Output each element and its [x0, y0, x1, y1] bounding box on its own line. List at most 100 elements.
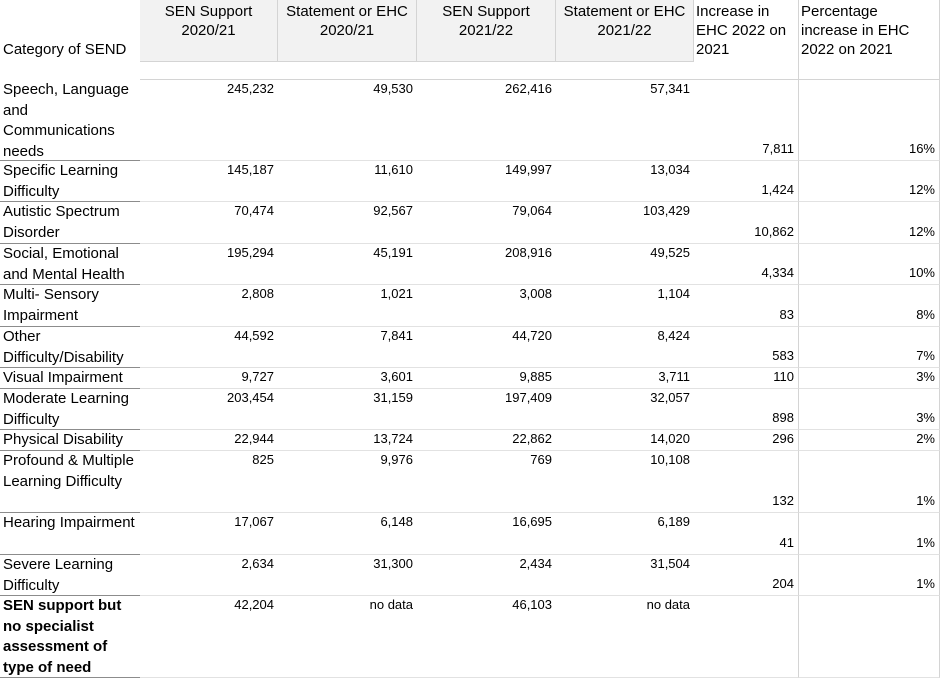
increase-cell: 204 — [694, 555, 799, 596]
category-cell: Profound & Multiple Learning Difficulty — [0, 451, 140, 513]
value-cell: 49,525 — [556, 244, 694, 285]
value-cell: 70,474 — [140, 202, 278, 244]
value-cell: 1,021 — [278, 285, 417, 327]
value-cell: 3,601 — [278, 368, 417, 389]
value-cell: 3,711 — [556, 368, 694, 389]
value-cell: 8,424 — [556, 327, 694, 368]
header-cell: Statement or EHC 2021/22 — [556, 0, 694, 62]
percent-cell: 1% — [799, 513, 940, 555]
percent-cell: 16% — [799, 80, 940, 161]
increase-cell: 110 — [694, 368, 799, 389]
value-cell: 13,034 — [556, 161, 694, 202]
value-cell: 10,108 — [556, 451, 694, 513]
category-cell: Social, Emotional and Mental Health — [0, 244, 140, 285]
increase-cell: 583 — [694, 327, 799, 368]
value-cell: 825 — [140, 451, 278, 513]
increase-cell — [694, 596, 799, 678]
percent-cell: 12% — [799, 202, 940, 244]
header-cell: SEN Support 2020/21 — [140, 0, 278, 62]
value-cell: 9,727 — [140, 368, 278, 389]
value-cell: 44,592 — [140, 327, 278, 368]
value-cell: 262,416 — [417, 80, 556, 161]
increase-cell: 1,424 — [694, 161, 799, 202]
spacer-cell — [140, 62, 278, 80]
value-cell: 57,341 — [556, 80, 694, 161]
percent-cell: 12% — [799, 161, 940, 202]
value-cell: 245,232 — [140, 80, 278, 161]
category-cell: Visual Impairment — [0, 368, 140, 389]
value-cell: 103,429 — [556, 202, 694, 244]
percent-cell — [799, 596, 940, 678]
percent-cell: 3% — [799, 368, 940, 389]
increase-cell: 7,811 — [694, 80, 799, 161]
value-cell: 79,064 — [417, 202, 556, 244]
spacer-cell — [278, 62, 417, 80]
header-cell: Statement or EHC 2020/21 — [278, 0, 417, 62]
value-cell: 6,189 — [556, 513, 694, 555]
value-cell: 208,916 — [417, 244, 556, 285]
value-cell: 769 — [417, 451, 556, 513]
value-cell: no data — [556, 596, 694, 678]
value-cell: 31,159 — [278, 389, 417, 430]
value-cell: 44,720 — [417, 327, 556, 368]
percent-cell: 1% — [799, 555, 940, 596]
header-cell: Increase in EHC 2022 on 2021 — [694, 0, 799, 62]
percent-cell: 2% — [799, 430, 940, 451]
increase-cell: 898 — [694, 389, 799, 430]
header-cell: SEN Support 2021/22 — [417, 0, 556, 62]
header-cell: Percentage increase in EHC 2022 on 2021 — [799, 0, 940, 62]
value-cell: 2,808 — [140, 285, 278, 327]
value-cell: 31,504 — [556, 555, 694, 596]
value-cell: 49,530 — [278, 80, 417, 161]
value-cell: 32,057 — [556, 389, 694, 430]
value-cell: 3,008 — [417, 285, 556, 327]
category-cell: Specific Learning Difficulty — [0, 161, 140, 202]
value-cell: 2,634 — [140, 555, 278, 596]
category-cell: Moderate Learning Difficulty — [0, 389, 140, 430]
category-cell: Physical Disability — [0, 430, 140, 451]
percent-cell: 8% — [799, 285, 940, 327]
value-cell: 9,885 — [417, 368, 556, 389]
increase-cell: 10,862 — [694, 202, 799, 244]
increase-cell: 296 — [694, 430, 799, 451]
value-cell: 13,724 — [278, 430, 417, 451]
category-cell: SEN support but no specialist assessment… — [0, 596, 140, 678]
value-cell: 7,841 — [278, 327, 417, 368]
spacer-cell — [556, 62, 694, 80]
category-cell: Hearing Impairment — [0, 513, 140, 555]
value-cell: 2,434 — [417, 555, 556, 596]
percent-cell: 3% — [799, 389, 940, 430]
value-cell: 42,204 — [140, 596, 278, 678]
value-cell: 1,104 — [556, 285, 694, 327]
percent-cell: 10% — [799, 244, 940, 285]
value-cell: 11,610 — [278, 161, 417, 202]
increase-cell: 41 — [694, 513, 799, 555]
category-cell: Multi- Sensory Impairment — [0, 285, 140, 327]
value-cell: 195,294 — [140, 244, 278, 285]
increase-cell: 83 — [694, 285, 799, 327]
category-cell: Autistic Spectrum Disorder — [0, 202, 140, 244]
value-cell: 14,020 — [556, 430, 694, 451]
value-cell: no data — [278, 596, 417, 678]
value-cell: 16,695 — [417, 513, 556, 555]
percent-cell: 1% — [799, 451, 940, 513]
spacer-cell — [694, 62, 799, 80]
value-cell: 197,409 — [417, 389, 556, 430]
value-cell: 149,997 — [417, 161, 556, 202]
spacer-cell — [799, 62, 940, 80]
value-cell: 22,944 — [140, 430, 278, 451]
increase-cell: 4,334 — [694, 244, 799, 285]
value-cell: 17,067 — [140, 513, 278, 555]
value-cell: 9,976 — [278, 451, 417, 513]
spacer-cell — [417, 62, 556, 80]
category-cell: Speech, Language and Communications need… — [0, 80, 140, 161]
value-cell: 46,103 — [417, 596, 556, 678]
value-cell: 203,454 — [140, 389, 278, 430]
percent-cell: 7% — [799, 327, 940, 368]
value-cell: 6,148 — [278, 513, 417, 555]
value-cell: 45,191 — [278, 244, 417, 285]
increase-cell: 132 — [694, 451, 799, 513]
category-cell: Other Difficulty/Disability — [0, 327, 140, 368]
header-cell: Category of SEND — [3, 41, 127, 58]
